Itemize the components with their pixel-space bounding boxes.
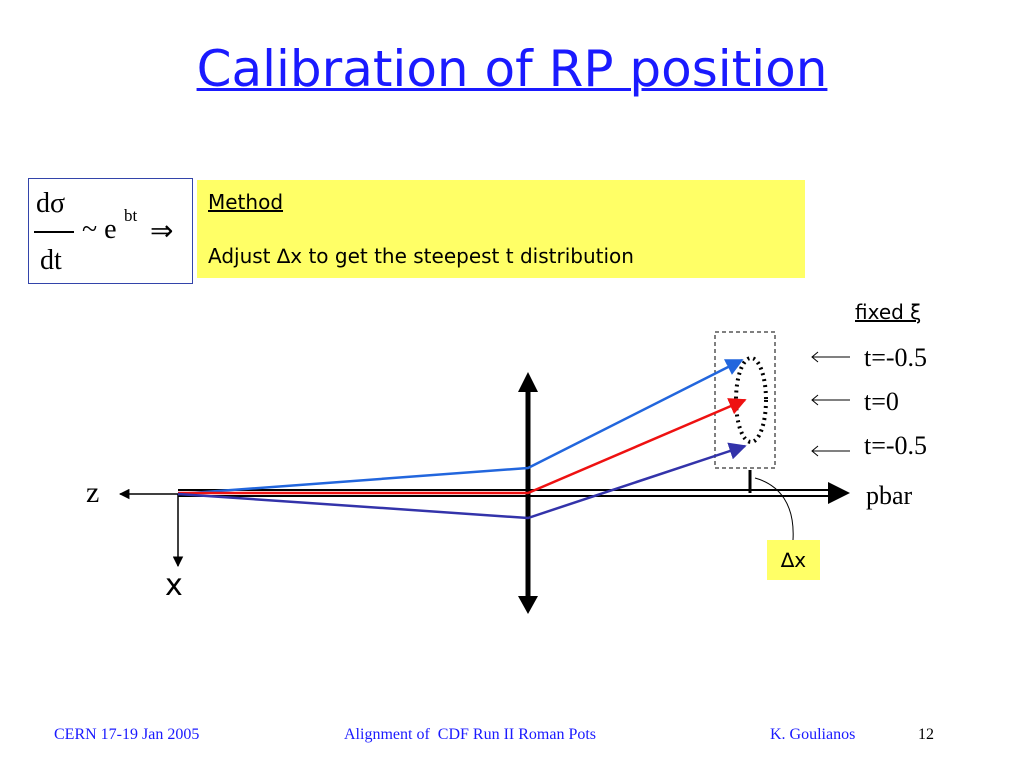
t-label: t=-0.5 [864, 431, 928, 460]
beam-label: pbar [866, 481, 913, 510]
acceptance-ellipse [734, 356, 768, 444]
roman-pot-region [714, 331, 776, 469]
ray [177, 442, 747, 520]
fixed-label: fixed ξ [855, 300, 922, 324]
method-heading: Method [208, 190, 284, 214]
page-number: 12 [918, 726, 934, 743]
formula-numerator: dσ [36, 188, 66, 219]
offset-pointer [754, 477, 794, 541]
footer-center: Alignment of CDF Run II Roman Pots [344, 726, 597, 743]
formula-box [28, 178, 193, 284]
t-label: t=0 [864, 387, 899, 416]
t-label: t=-0.5 [864, 343, 928, 372]
x-label: x [165, 568, 183, 603]
method-box [197, 180, 805, 278]
ray [178, 398, 747, 495]
formula-relation: ~ e [82, 214, 117, 245]
footer-left: CERN 17-19 Jan 2005 [54, 726, 200, 743]
slide-title: Calibration of RP position [196, 40, 828, 98]
formula-implies: ⇒ [150, 216, 174, 247]
method-text: Adjust ∆x to get the steepest t distribu… [208, 244, 634, 268]
fraction-bar [34, 231, 74, 233]
beam-arrow [828, 482, 850, 504]
footer-author: K. Goulianos [770, 726, 856, 743]
formula-exponent: bt [124, 206, 138, 225]
label-arrows [811, 351, 850, 457]
formula-denominator: dt [40, 245, 62, 276]
offset-label: ∆x [767, 540, 820, 580]
z-label: z [86, 476, 100, 509]
ray [177, 358, 744, 496]
